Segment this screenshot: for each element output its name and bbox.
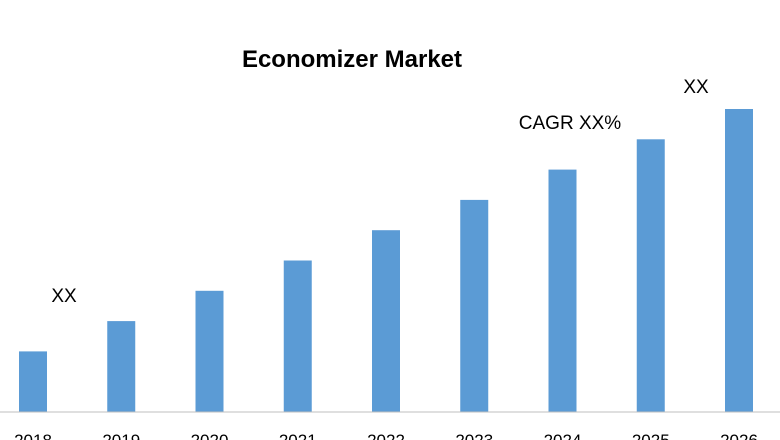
bar-2026: [725, 109, 753, 412]
x-tick-label: 2021: [279, 431, 317, 440]
annotation-2026: XX: [683, 77, 709, 98]
bar-2020: [195, 290, 224, 412]
annotation-2018: XX: [51, 286, 77, 307]
x-tick-label: 2022: [367, 431, 405, 440]
bar-2021: [283, 260, 312, 412]
bar-2025: [636, 139, 665, 413]
x-tick-label: 2018: [14, 431, 52, 440]
x-tick-label: 2026: [720, 431, 758, 440]
x-tick-label: 2024: [544, 431, 582, 440]
chart-title: Economizer Market: [242, 46, 462, 73]
x-tick-label: 2020: [191, 431, 229, 440]
bar-2024: [548, 169, 577, 412]
bar-2018: [19, 351, 47, 412]
x-tick-label: 2019: [102, 431, 140, 440]
x-tick-label: 2023: [455, 431, 493, 440]
x-tick-label: 2025: [632, 431, 670, 440]
bar-2023: [460, 199, 489, 412]
bar-2019: [107, 321, 136, 412]
bar-2022: [372, 230, 400, 412]
annotation-cagr: CAGR XX%: [519, 113, 622, 134]
